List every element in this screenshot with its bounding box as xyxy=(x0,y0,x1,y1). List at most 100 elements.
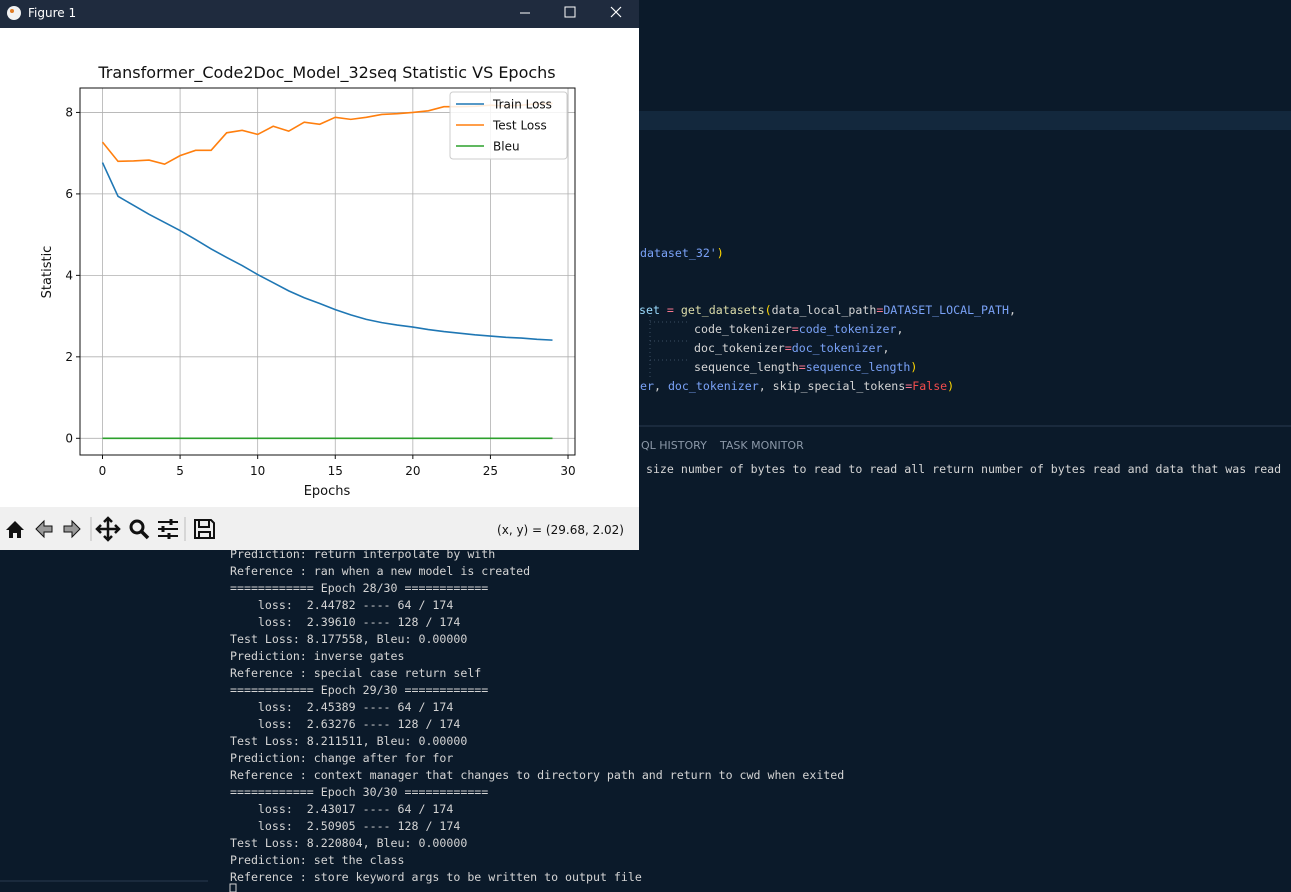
maximize-button[interactable] xyxy=(564,6,576,18)
terminal-line: loss: 2.63276 ---- 128 / 174 xyxy=(230,717,460,731)
code-token: ) xyxy=(717,246,724,260)
x-tick-label: 20 xyxy=(405,464,420,478)
code-token: code_tokenizer xyxy=(799,322,897,336)
code-token: code_tokenizer xyxy=(694,322,792,336)
terminal-line: Test Loss: 8.220804, Bleu: 0.00000 xyxy=(230,836,467,850)
code-token: = xyxy=(876,303,883,317)
pan-button[interactable] xyxy=(95,516,121,542)
code-token: DATASET_LOCAL_PATH xyxy=(883,303,1009,317)
code-token: doc_tokenizer xyxy=(694,341,785,355)
code-token: False xyxy=(912,379,947,393)
code-token: = xyxy=(785,341,792,355)
terminal-line: ============ Epoch 28/30 ============ xyxy=(230,581,488,595)
code-token: ( xyxy=(765,303,772,317)
terminal-line: loss: 2.43017 ---- 64 / 174 xyxy=(230,802,453,816)
terminal-line: Reference : special case return self xyxy=(230,666,481,680)
terminal-line: loss: 2.44782 ---- 64 / 174 xyxy=(230,598,453,612)
y-tick-label: 4 xyxy=(65,268,73,282)
code-token: data_local_path xyxy=(772,303,877,317)
code-token: doc_tokenizer xyxy=(792,341,883,355)
code-token: , xyxy=(896,322,903,336)
code-token: aset xyxy=(632,303,667,317)
terminal-line: ============ Epoch 30/30 ============ xyxy=(230,785,488,799)
chart-title: Transformer_Code2Doc_Model_32seq Statist… xyxy=(97,63,555,83)
y-tick-label: 0 xyxy=(65,431,73,445)
code-token: , skip_special_tokens xyxy=(759,379,906,393)
y-tick-label: 8 xyxy=(65,105,73,119)
back-button[interactable] xyxy=(35,519,53,539)
x-tick-label: 30 xyxy=(560,464,575,478)
x-tick-label: 25 xyxy=(483,464,498,478)
code-token: sequence_length xyxy=(806,360,911,374)
code-token: = xyxy=(799,360,806,374)
zoom-button[interactable] xyxy=(129,519,145,535)
code-token: ) xyxy=(910,360,917,374)
y-tick-label: 2 xyxy=(65,350,73,364)
legend-label: Train Loss xyxy=(492,98,552,112)
x-axis-label: Epochs xyxy=(304,484,351,499)
home-button[interactable] xyxy=(6,521,24,538)
code-line: code_tokenizer=code_tokenizer, xyxy=(694,322,903,336)
terminal-line: Test Loss: 8.177558, Bleu: 0.00000 xyxy=(230,632,467,646)
series-line xyxy=(101,162,553,341)
legend-label: Bleu xyxy=(493,140,520,154)
title-bar xyxy=(0,0,639,28)
terminal-line: Prediction: change after for for xyxy=(230,751,453,765)
code-token: , xyxy=(1009,303,1016,317)
x-tick-label: 0 xyxy=(99,464,107,478)
code-token: = xyxy=(667,303,674,317)
code-token: sequence_length xyxy=(694,360,799,374)
terminal-line: loss: 2.45389 ---- 64 / 174 xyxy=(230,700,453,714)
legend-box xyxy=(449,91,568,160)
code-token: ) xyxy=(947,379,954,393)
x-tick-label: 10 xyxy=(250,464,265,478)
terminal-line: loss: 2.50905 ---- 128 / 174 xyxy=(230,819,460,833)
y-tick-label: 6 xyxy=(65,187,73,201)
code-line: dataset_32') xyxy=(640,246,724,260)
code-token: get_datasets xyxy=(674,303,765,317)
terminal-line: Test Loss: 8.211511, Bleu: 0.00000 xyxy=(230,734,467,748)
terminal-line: Reference : context manager that changes… xyxy=(230,768,844,782)
plot-frame xyxy=(79,87,576,456)
configure-knobs xyxy=(161,519,173,539)
code-token: = xyxy=(905,379,912,393)
code-token: dataset_32' xyxy=(640,246,717,260)
x-tick-label: 5 xyxy=(176,464,184,478)
x-tick-label: 15 xyxy=(328,464,343,478)
cursor-coordinates: (x, y) = (29.68, 2.02) xyxy=(497,523,624,537)
indent-guides xyxy=(649,316,690,378)
code-token: = xyxy=(792,322,799,336)
code-token: , xyxy=(882,341,889,355)
zoom-handle xyxy=(139,529,150,540)
code-line: aset = get_datasets(data_local_path=DATA… xyxy=(632,303,1016,317)
current-line-highlight xyxy=(639,111,1291,130)
close-button[interactable] xyxy=(610,6,622,18)
code-token: er xyxy=(640,379,654,393)
terminal-line: Prediction: inverse gates xyxy=(230,649,405,663)
code-token: doc_tokenizer xyxy=(668,379,759,393)
window-title: Figure 1 xyxy=(28,6,76,20)
terminal-line: Prediction: set the class xyxy=(230,853,405,867)
terminal-line: d size number of bytes to read to read a… xyxy=(632,462,1281,476)
code-line: sequence_length=sequence_length) xyxy=(694,360,917,374)
terminal-line: loss: 2.39610 ---- 128 / 174 xyxy=(230,615,460,629)
code-token: , xyxy=(654,379,668,393)
panel-tab[interactable]: QL HISTORY xyxy=(641,439,707,452)
terminal: Prediction: return interpolate by with Re… xyxy=(230,547,844,884)
terminal-line: ============ Epoch 29/30 ============ xyxy=(230,683,488,697)
terminal-cursor xyxy=(229,883,237,892)
code-line: er, doc_tokenizer, skip_special_tokens=F… xyxy=(640,379,954,393)
forward-button[interactable] xyxy=(63,519,81,539)
legend-label: Test Loss xyxy=(492,119,547,133)
code-line: doc_tokenizer=doc_tokenizer, xyxy=(694,341,889,355)
terminal-line: Reference : store keyword args to be wri… xyxy=(230,870,642,884)
save-button[interactable] xyxy=(194,519,215,539)
app-icon xyxy=(7,6,21,20)
terminal-line: Prediction: return interpolate by with xyxy=(230,547,495,561)
terminal-line: Reference : ran when a new model is crea… xyxy=(230,564,530,578)
y-axis-label: Statistic xyxy=(40,246,55,299)
code-editor: dataset_32')aset = get_datasets(data_loc… xyxy=(632,246,1016,393)
panel-tab[interactable]: TASK MONITOR xyxy=(719,439,804,452)
